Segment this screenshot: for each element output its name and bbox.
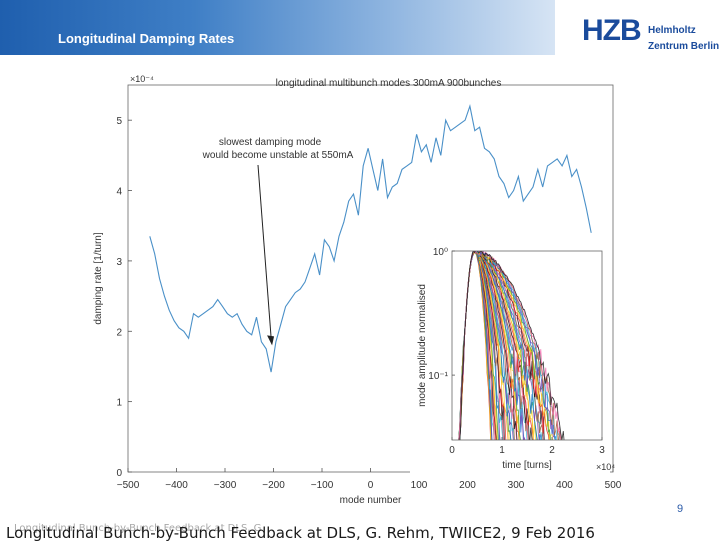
inset-y-tick-label: 10⁻¹ [428, 371, 448, 382]
x-tick-label: −400 [165, 480, 188, 491]
footer-citation: Longitudinal Bunch-by-Bunch Feedback at … [6, 524, 595, 542]
logo-line-1: Helmholtz [648, 25, 696, 36]
x-tick-label: −200 [262, 480, 285, 491]
damping-rate-chart: −500 −400 −300 −200 −100 0 100 200 300 400 500 0 1 2 3… [93, 74, 622, 506]
y-tick-label: 3 [116, 257, 122, 268]
inset-y-tick-label: 10⁰ [433, 247, 448, 258]
annotation-arrow-shaft [257, 164, 272, 338]
x-axis-label: mode number [340, 495, 402, 506]
x-tick-label: 300 [508, 480, 525, 491]
inset-series-line [458, 251, 561, 440]
logo-mark: HZB [582, 14, 642, 47]
logo-line-2: Zentrum Berlin [648, 41, 720, 52]
inset-series-line [459, 251, 565, 440]
x-tick-label: 0 [368, 480, 374, 491]
x-tick-label: 200 [459, 480, 476, 491]
inset-x-tick-label: 2 [549, 445, 555, 456]
inset-series-line [458, 251, 543, 440]
inset-series-line [459, 251, 544, 440]
series-line-damping-rate [149, 103, 592, 373]
inset-series-line [458, 251, 545, 440]
inset-x-tick-label: 3 [599, 445, 605, 456]
y-multiplier: ×10⁻⁴ [130, 74, 154, 84]
inset-plot-frame [451, 250, 603, 441]
y-tick-label: 1 [116, 398, 122, 409]
x-tick-label: 100 [411, 480, 428, 491]
page-number: 9 [677, 503, 684, 515]
x-tick-label: 500 [605, 480, 622, 491]
y-tick-label: 4 [116, 187, 122, 198]
x-tick-label: −100 [311, 480, 334, 491]
x-tick-label: −300 [214, 480, 237, 491]
inset-x-multiplier: ×10⁴ [596, 462, 615, 472]
chart-title: longitudinal multibunch modes 300mA 900b… [276, 78, 502, 89]
footer-ghost-text: Longitudinal Bunch-by-Bunch Feedback at … [14, 523, 262, 534]
x-tick-label: 400 [556, 480, 573, 491]
y-tick-label: 2 [116, 327, 122, 338]
inset-chart: 0 1 2 3 10⁰ 10⁻¹ time [turns] ×10⁴ mode amplitud… [417, 247, 615, 472]
hzb-logo: HZB Helmholtz Zentrum Berlin [582, 14, 719, 58]
inset-x-tick-label: 0 [449, 445, 455, 456]
x-tick-label: −500 [117, 480, 140, 491]
inset-x-tick-label: 1 [499, 445, 505, 456]
header-banner: Longitudinal Damping Rates [0, 0, 555, 55]
y-axis-label: damping rate [1/turn] [93, 232, 104, 324]
inset-series-line [458, 251, 545, 440]
y-tick-label: 0 [116, 468, 122, 479]
annotation-arrowhead [267, 335, 275, 346]
inset-y-axis-label: mode amplitude normalised [417, 284, 428, 407]
annotation-text-line-1: slowest damping mode [219, 137, 322, 148]
annotation-text-line-2: would become unstable at 550mA [202, 150, 354, 161]
page-title: Longitudinal Damping Rates [58, 31, 235, 46]
y-tick-label: 5 [116, 116, 122, 127]
inset-x-axis-label: time [turns] [502, 460, 552, 471]
inset-series-line [458, 251, 544, 440]
